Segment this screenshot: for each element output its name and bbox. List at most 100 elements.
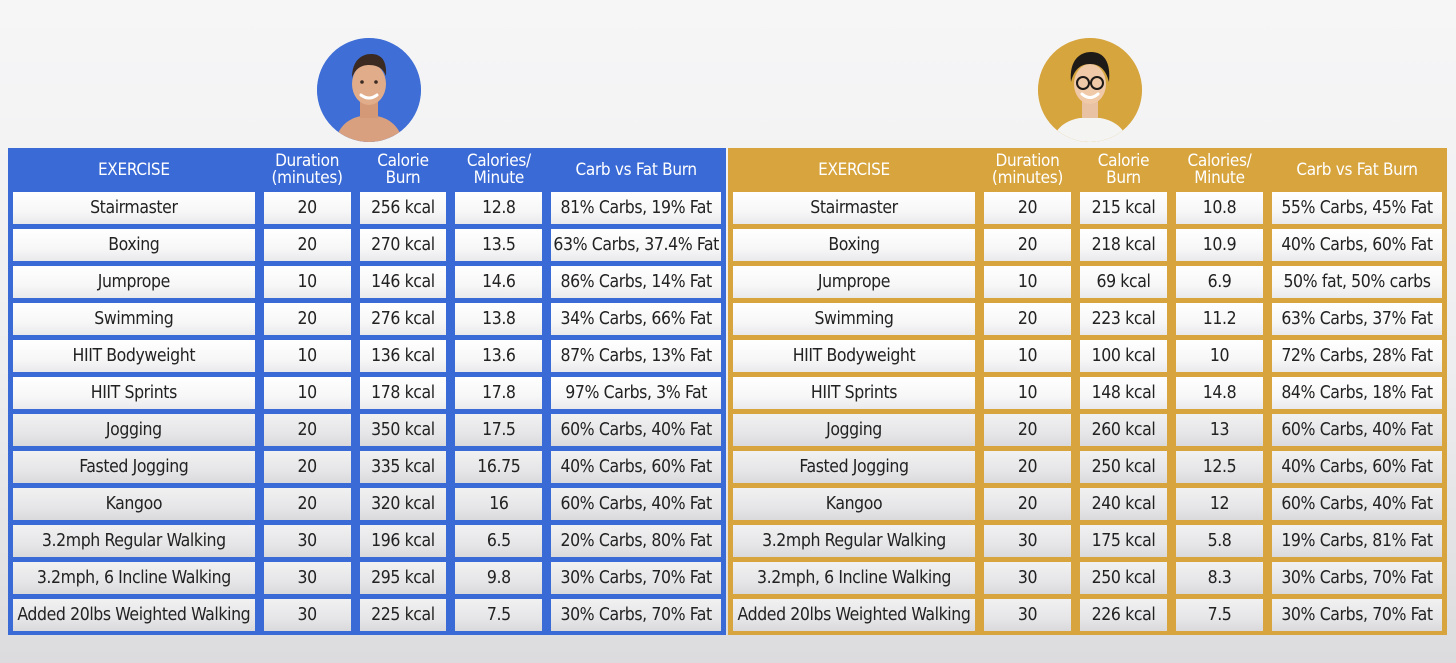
header-duration-line1: Duration [275,151,340,171]
header-duration-line2: (minutes) [271,168,343,188]
exercise-cell: 3.2mph Regular Walking [13,525,255,557]
calories-per-minute-cell: 12.5 [1176,451,1263,483]
carb-fat-cell: 60% Carbs, 40% Fat [1272,488,1442,520]
left-exercise-table: EXERCISE Duration (minutes) Calorie Burn C… [8,148,726,635]
header-perminute-line1: Calories/ [1187,151,1252,171]
duration-cell: 20 [984,414,1071,446]
calorie-burn-cell: 240 kcal [1080,488,1167,520]
table-row: Stairmaster 20 215 kcal 10.8 55% Carbs, 45% … [733,192,1442,224]
exercise-cell: HIIT Bodyweight [733,340,975,372]
calories-per-minute-cell: 14.6 [455,266,543,298]
duration-cell: 30 [263,525,351,557]
table-row: Jumprope 10 146 kcal 14.6 86% Carbs, 14% Fat [13,266,722,298]
header-duration-line1: Duration [995,151,1060,171]
carb-fat-cell: 30% Carbs, 70% Fat [1272,562,1442,594]
duration-cell: 20 [263,229,351,261]
shirtless-man-icon [317,38,421,142]
exercise-cell: 3.2mph, 6 Incline Walking [733,562,975,594]
calorie-burn-cell: 350 kcal [359,414,447,446]
carb-fat-cell: 40% Carbs, 60% Fat [551,451,722,483]
exercise-cell: 3.2mph, 6 Incline Walking [13,562,255,594]
exercise-cell: Jogging [733,414,975,446]
calories-per-minute-cell: 16 [455,488,543,520]
carb-fat-cell: 55% Carbs, 45% Fat [1272,192,1442,224]
table-row: 3.2mph Regular Walking 30 196 kcal 6.5 20% C… [13,525,722,557]
carb-fat-cell: 63% Carbs, 37.4% Fat [551,229,722,261]
exercise-cell: Boxing [733,229,975,261]
table-row: HIIT Bodyweight 10 100 kcal 10 72% Carbs, 28… [733,340,1442,372]
duration-cell: 10 [263,266,351,298]
table-header: EXERCISE Duration (minutes) Calorie Burn C… [13,150,721,190]
calories-per-minute-cell: 17.8 [455,377,543,409]
duration-cell: 10 [984,266,1071,298]
table-row: Added 20lbs Weighted Walking 30 226 kcal 7.… [733,599,1442,631]
carb-fat-cell: 60% Carbs, 40% Fat [551,488,722,520]
calorie-burn-cell: 276 kcal [359,303,447,335]
carb-fat-cell: 63% Carbs, 37% Fat [1272,303,1442,335]
header-exercise: EXERCISE [97,159,170,180]
carb-fat-cell: 97% Carbs, 3% Fat [551,377,722,409]
carb-fat-cell: 19% Carbs, 81% Fat [1272,525,1442,557]
left-table-rows: Stairmaster 20 256 kcal 12.8 81% Carbs, 19% … [13,192,722,631]
exercise-cell: HIIT Sprints [733,377,975,409]
duration-cell: 30 [263,599,351,631]
calories-per-minute-cell: 16.75 [455,451,543,483]
calories-per-minute-cell: 13.5 [455,229,543,261]
header-burn-line1: Calorie [1097,151,1150,171]
exercise-cell: Swimming [13,303,255,335]
table-row: Swimming 20 223 kcal 11.2 63% Carbs, 37% Fat [733,303,1442,335]
exercise-cell: Stairmaster [13,192,255,224]
carb-fat-cell: 34% Carbs, 66% Fat [551,303,722,335]
exercise-cell: Fasted Jogging [733,451,975,483]
duration-cell: 20 [984,488,1071,520]
calories-per-minute-cell: 7.5 [455,599,543,631]
duration-cell: 30 [984,599,1071,631]
calorie-burn-cell: 250 kcal [1080,451,1167,483]
calories-per-minute-cell: 12 [1176,488,1263,520]
duration-cell: 20 [984,451,1071,483]
calories-per-minute-cell: 10.8 [1176,192,1263,224]
table-row: HIIT Sprints 10 178 kcal 17.8 97% Carbs, 3% … [13,377,722,409]
right-person-avatar [1038,38,1142,142]
header-calorie-burn: Calorie Burn [360,153,447,187]
header-perminute-line1: Calories/ [466,151,531,171]
table-row: HIIT Bodyweight 10 136 kcal 13.6 87% Carbs, … [13,340,722,372]
calorie-burn-cell: 320 kcal [359,488,447,520]
calorie-burn-cell: 136 kcal [359,340,447,372]
header-perminute-line2: Minute [1194,168,1245,188]
calorie-burn-cell: 295 kcal [359,562,447,594]
carb-fat-cell: 40% Carbs, 60% Fat [1272,229,1442,261]
carb-fat-cell: 50% fat, 50% carbs [1272,266,1442,298]
calorie-burn-cell: 146 kcal [359,266,447,298]
right-exercise-table: EXERCISE Duration (minutes) Calorie Burn C… [728,148,1447,635]
exercise-cell: Kangoo [13,488,255,520]
table-row: Fasted Jogging 20 250 kcal 12.5 40% Carbs, 6… [733,451,1442,483]
table-row: Swimming 20 276 kcal 13.8 34% Carbs, 66% Fat [13,303,722,335]
calories-per-minute-cell: 10.9 [1176,229,1263,261]
header-calorie-burn: Calorie Burn [1080,153,1167,187]
calories-per-minute-cell: 8.3 [1176,562,1263,594]
calories-per-minute-cell: 7.5 [1176,599,1263,631]
carb-fat-cell: 86% Carbs, 14% Fat [551,266,722,298]
calorie-burn-cell: 335 kcal [359,451,447,483]
table-row: HIIT Sprints 10 148 kcal 14.8 84% Carbs, 18%… [733,377,1442,409]
table-row: Jogging 20 260 kcal 13 60% Carbs, 40% Fat [733,414,1442,446]
exercise-cell: 3.2mph Regular Walking [733,525,975,557]
table-row: 3.2mph, 6 Incline Walking 30 295 kcal 9.8 30… [13,562,722,594]
duration-cell: 30 [263,562,351,594]
exercise-cell: HIIT Bodyweight [13,340,255,372]
calories-per-minute-cell: 13.6 [455,340,543,372]
calorie-burn-cell: 175 kcal [1080,525,1167,557]
calorie-burn-cell: 256 kcal [359,192,447,224]
calorie-burn-cell: 148 kcal [1080,377,1167,409]
calorie-burn-cell: 218 kcal [1080,229,1167,261]
table-row: Added 20lbs Weighted Walking 30 225 kcal 7.… [13,599,722,631]
calories-per-minute-cell: 11.2 [1176,303,1263,335]
left-person-avatar [317,38,421,142]
table-row: Boxing 20 270 kcal 13.5 63% Carbs, 37.4% Fat [13,229,722,261]
calories-per-minute-cell: 10 [1176,340,1263,372]
exercise-cell: Jumprope [13,266,255,298]
calories-per-minute-cell: 5.8 [1176,525,1263,557]
exercise-cell: Swimming [733,303,975,335]
carb-fat-cell: 81% Carbs, 19% Fat [551,192,722,224]
